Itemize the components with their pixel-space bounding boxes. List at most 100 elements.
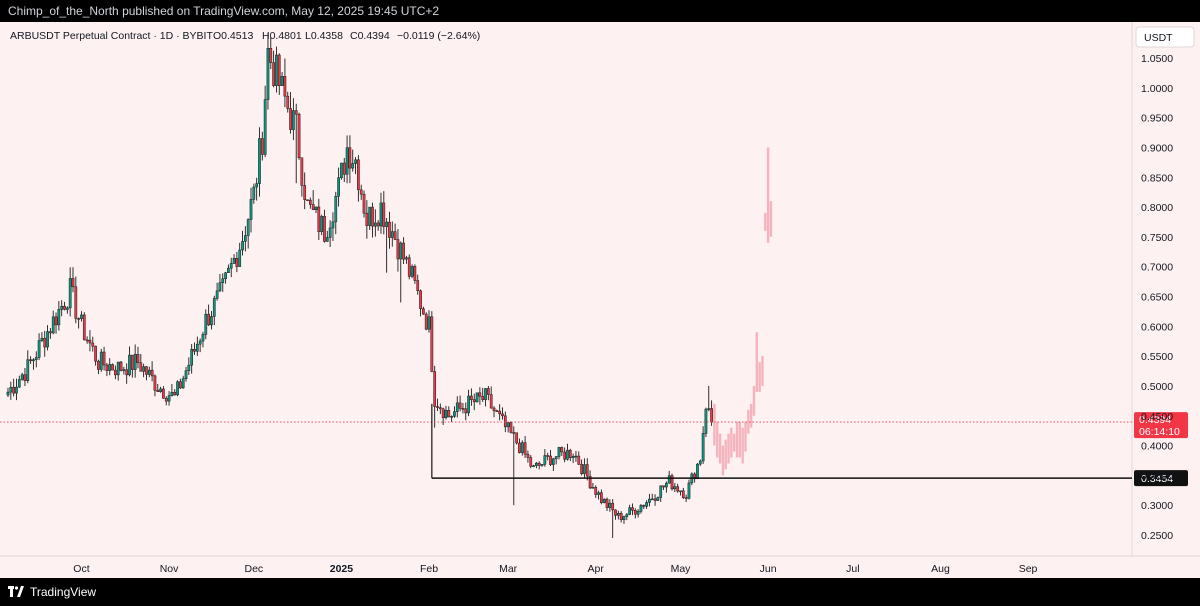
candle (46, 325, 49, 351)
candle (300, 157, 304, 197)
candle (461, 402, 465, 414)
candle (560, 446, 564, 456)
price-tick-label: 0.4000 (1141, 441, 1173, 453)
candle (506, 421, 510, 433)
candle (433, 365, 437, 428)
candle (241, 230, 244, 256)
candle (156, 383, 160, 392)
candle (320, 214, 323, 236)
candle (224, 271, 227, 284)
candle (631, 503, 634, 516)
candle (382, 191, 386, 235)
candle (422, 306, 425, 315)
candle (204, 309, 208, 340)
candle (650, 493, 654, 501)
candle (515, 432, 518, 445)
candle (176, 380, 179, 397)
time-tick-label: Oct (73, 563, 89, 575)
candle (633, 508, 637, 519)
candle (286, 91, 290, 113)
candle (294, 103, 298, 184)
candle (227, 264, 230, 274)
candle (614, 509, 617, 520)
candle (487, 386, 490, 401)
tradingview-logo[interactable]: TradingView (8, 578, 96, 606)
candle (453, 406, 456, 418)
candle (221, 273, 225, 292)
candle (549, 450, 552, 467)
candle (540, 464, 544, 467)
projection-bar (755, 332, 758, 392)
time-tick-label: Jun (760, 563, 777, 575)
candle (289, 92, 292, 134)
candle (447, 406, 451, 418)
candle (232, 254, 236, 264)
candle (65, 306, 69, 314)
candle (424, 312, 428, 331)
candle (368, 206, 372, 230)
candle (334, 191, 338, 235)
candle (444, 405, 448, 420)
price-tick-label: 1.0000 (1141, 83, 1173, 95)
candle (438, 403, 442, 415)
candle (255, 177, 259, 201)
candle (32, 358, 35, 370)
candle (472, 393, 476, 411)
candle (518, 438, 521, 454)
candle (340, 162, 343, 180)
candle (184, 366, 188, 382)
candle (568, 448, 572, 462)
price-tick-label: 0.9000 (1141, 142, 1173, 154)
candle (357, 155, 360, 202)
projection-bar (744, 421, 747, 452)
candle (119, 361, 123, 372)
candle (342, 157, 346, 183)
candle (37, 333, 41, 361)
candle (283, 58, 287, 108)
candle (280, 72, 284, 86)
price-tick-label: 0.5500 (1141, 351, 1173, 363)
projection-bar (738, 421, 742, 458)
candle (681, 487, 685, 499)
candle (249, 187, 253, 233)
candle (481, 387, 485, 402)
candle (9, 381, 13, 400)
candle (60, 300, 64, 317)
candle (108, 358, 112, 376)
candle (455, 396, 459, 418)
candle (537, 461, 541, 470)
candle (458, 395, 462, 412)
candle (88, 330, 92, 352)
price-tick-label: 0.7500 (1141, 232, 1173, 244)
time-axis[interactable]: Oct Nov Dec 2025 Feb Mar Apr May Jun Jul Aug Sep (73, 563, 1037, 575)
candle (263, 85, 267, 158)
candle (105, 362, 109, 377)
candle (337, 167, 340, 207)
candle (659, 485, 663, 502)
candle (600, 489, 603, 505)
time-tick-label: Aug (931, 563, 950, 575)
candle (133, 344, 137, 378)
candle (385, 218, 388, 273)
projection-bar (730, 427, 733, 458)
candle (57, 301, 61, 331)
candle (371, 202, 374, 238)
candle (170, 383, 174, 397)
candle (6, 387, 10, 398)
candle (260, 131, 264, 161)
candle (297, 112, 301, 160)
candle (348, 135, 352, 184)
projection-bar (764, 213, 767, 231)
chart-frame[interactable]: 0.4394 06:14:10 0.3454 0.2500 0.3000 0.3500 0… (0, 22, 1200, 578)
candle (416, 274, 420, 295)
price-axis[interactable]: 0.2500 0.3000 0.3500 0.4000 0.4500 0.5000 0.55… (1141, 53, 1173, 542)
time-tick-label: Apr (588, 563, 605, 575)
time-tick-label: Sep (1019, 563, 1038, 575)
candle (509, 421, 513, 434)
price-tick-label: 0.8500 (1141, 172, 1173, 184)
currency-button[interactable]: USDT (1135, 26, 1195, 48)
candle (359, 184, 363, 200)
candle (436, 398, 439, 411)
